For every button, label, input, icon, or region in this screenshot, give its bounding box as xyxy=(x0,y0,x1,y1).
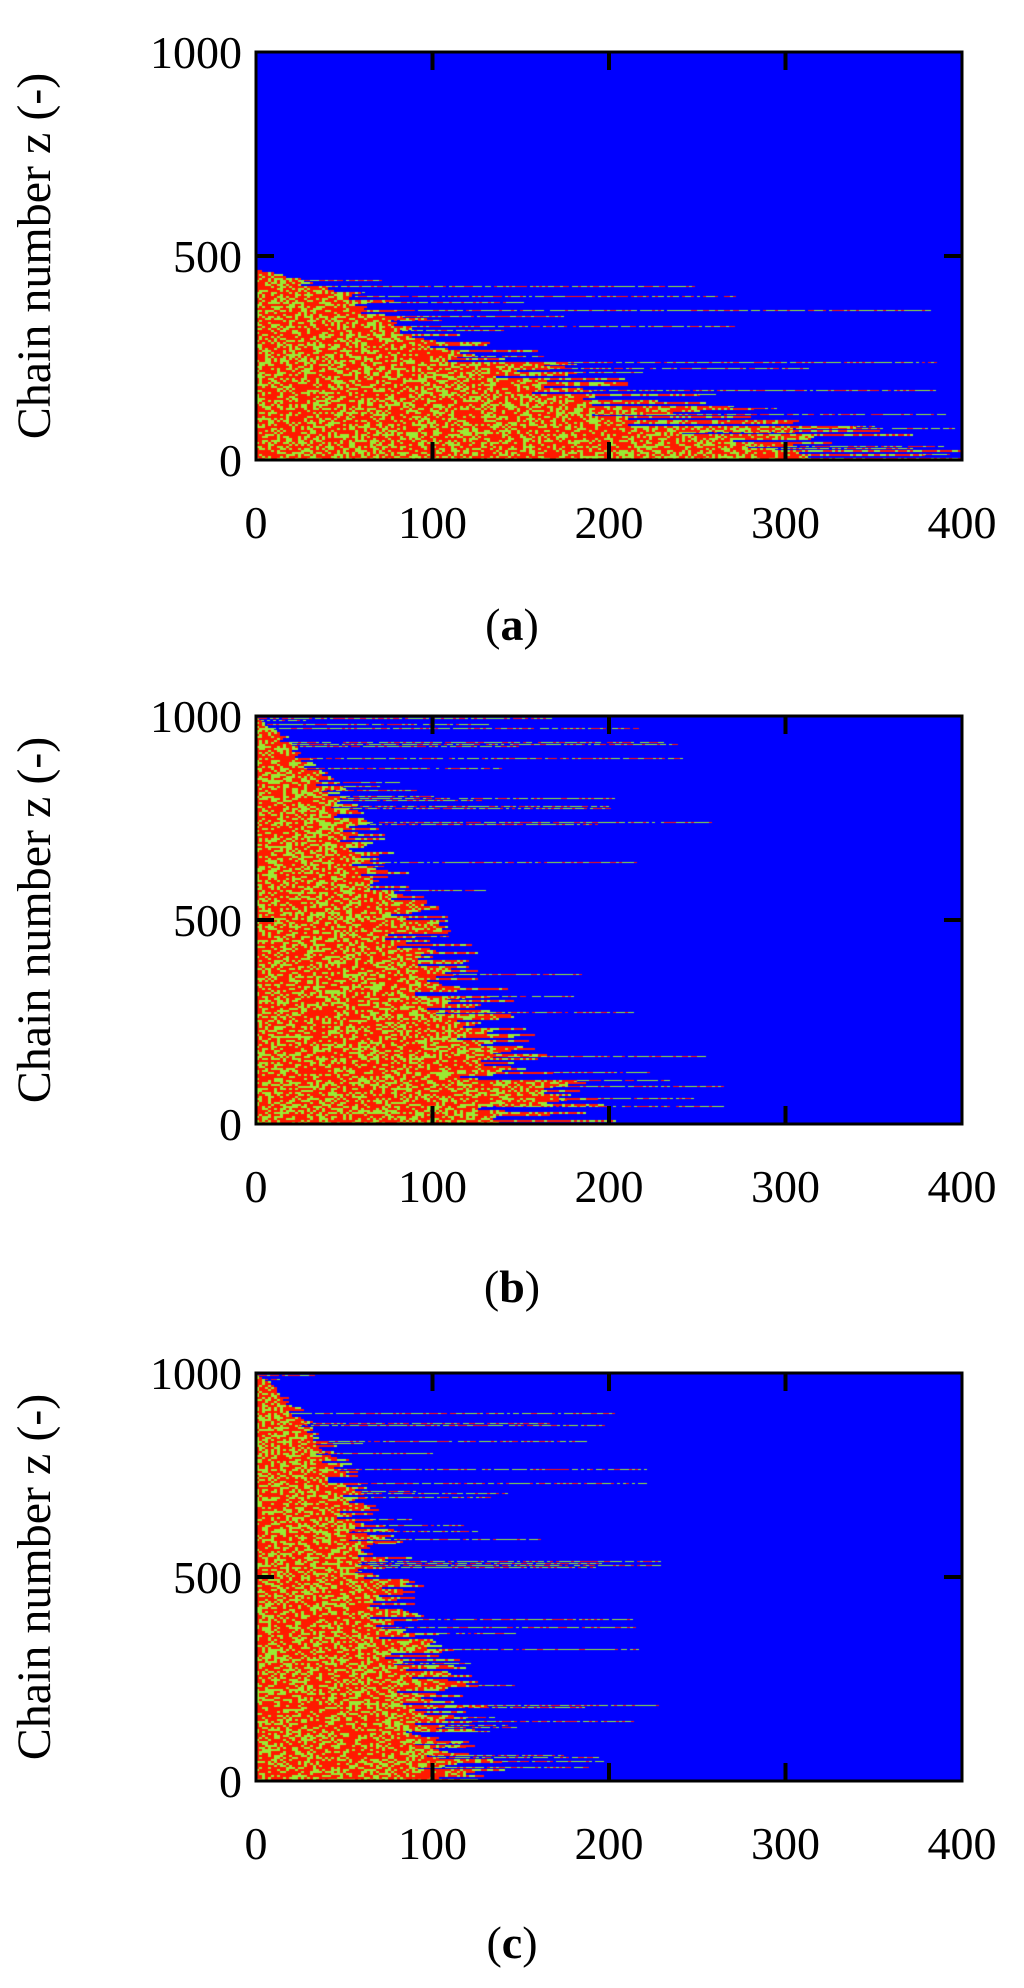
chart-panel-b: 0 100 200 300 400 0 500 1000 Chain number z (-) (… xyxy=(8,691,997,1312)
x-tick-label: 400 xyxy=(928,497,997,548)
panel-caption: (b) xyxy=(484,1261,540,1312)
y-axis-label: Chain number z (-) xyxy=(8,73,61,440)
y-tick-label: 1000 xyxy=(150,1348,242,1399)
heatmap-cells xyxy=(256,716,962,1124)
x-tick-label: 300 xyxy=(751,1161,820,1212)
x-tick-label: 300 xyxy=(751,1818,820,1869)
x-tick-label: 0 xyxy=(245,497,268,548)
x-tick-label: 300 xyxy=(751,497,820,548)
y-tick-label: 500 xyxy=(173,895,242,946)
x-tick-label: 200 xyxy=(575,1818,644,1869)
heatmap-cells xyxy=(256,52,962,460)
chart-panel-a: 0 100 200 300 400 0 500 1000 Chain number z (-) (… xyxy=(8,27,997,650)
y-axis-label: Chain number z (-) xyxy=(8,1394,61,1761)
x-tick-label: 200 xyxy=(575,1161,644,1212)
x-tick-label: 400 xyxy=(928,1161,997,1212)
y-tick-label: 500 xyxy=(173,1552,242,1603)
x-tick-label: 100 xyxy=(398,1161,467,1212)
x-tick-label: 100 xyxy=(398,497,467,548)
heatmap-cells xyxy=(256,1373,962,1781)
x-tick-label: 100 xyxy=(398,1818,467,1869)
y-tick-label: 0 xyxy=(219,1756,242,1807)
y-tick-label: 1000 xyxy=(150,691,242,742)
y-tick-label: 0 xyxy=(219,1099,242,1150)
y-tick-label: 500 xyxy=(173,231,242,282)
x-tick-label: 0 xyxy=(245,1818,268,1869)
y-tick-label: 1000 xyxy=(150,27,242,78)
panel-caption: (a) xyxy=(485,599,539,650)
chart-panel-c: 0 100 200 300 400 0 500 1000 Chain number z (-) (… xyxy=(8,1348,997,1968)
x-tick-label: 200 xyxy=(575,497,644,548)
panel-caption: (c) xyxy=(486,1917,537,1968)
x-tick-label: 400 xyxy=(928,1818,997,1869)
y-tick-label: 0 xyxy=(219,435,242,486)
y-axis-label: Chain number z (-) xyxy=(8,737,61,1104)
x-tick-label: 0 xyxy=(245,1161,268,1212)
